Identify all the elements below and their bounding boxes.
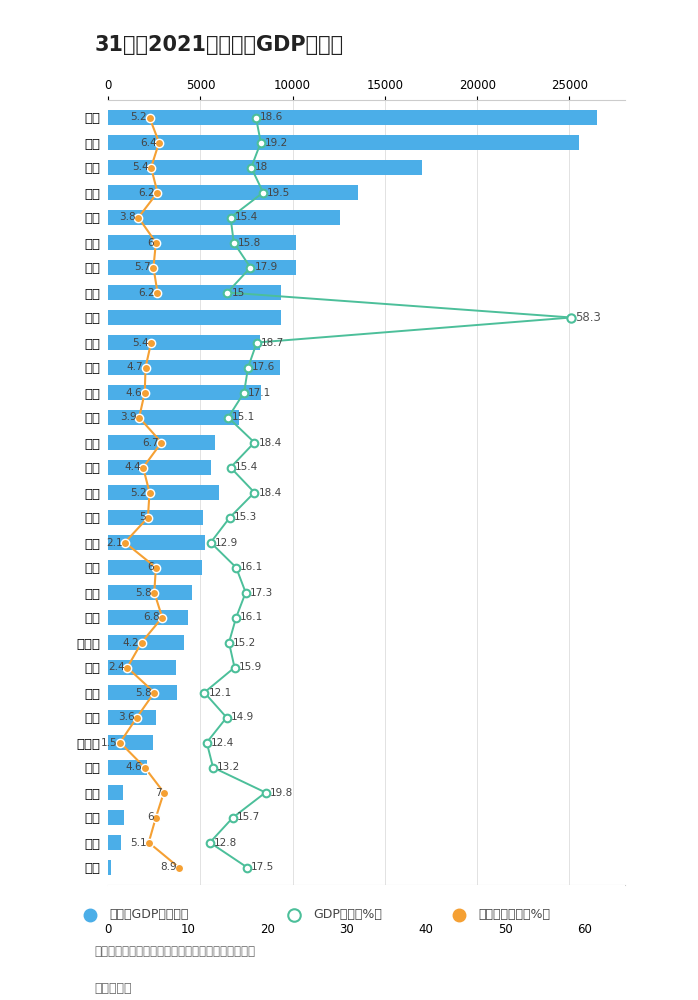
Text: GDP增速（%）: GDP增速（%） [313,908,382,922]
Text: 1.5: 1.5 [101,738,118,748]
Bar [108,710,156,725]
Text: 5.8: 5.8 [135,587,152,597]
Bar [108,485,219,500]
Bar [108,735,154,750]
Text: 5.4: 5.4 [132,162,149,172]
Text: 15.4: 15.4 [235,213,258,223]
Bar [108,110,597,125]
Text: 两年平均增速（%）: 两年平均增速（%） [479,908,551,922]
Text: 6.2: 6.2 [138,188,155,198]
Bar [108,560,202,575]
Bar [108,835,121,850]
Text: 18.7: 18.7 [261,338,284,348]
Bar [108,635,184,650]
Text: 3.9: 3.9 [120,412,137,422]
Text: 17.3: 17.3 [250,587,273,597]
Text: 15: 15 [231,288,244,298]
Text: 31省份2021年一季度GDP及增速: 31省份2021年一季度GDP及增速 [94,35,343,55]
Text: 6: 6 [147,562,154,572]
Text: 8.9: 8.9 [160,862,177,872]
Text: 4.2: 4.2 [123,638,139,648]
Text: 13.2: 13.2 [217,762,240,772]
Text: 15.4: 15.4 [235,462,258,473]
Text: 15.7: 15.7 [237,812,260,822]
Text: 一季度GDP（亿元）: 一季度GDP（亿元） [109,908,188,922]
Text: 数据来源：各地统计局（湖北两年平均增速未公布）: 数据来源：各地统计局（湖北两年平均增速未公布） [94,945,255,958]
Text: 19.2: 19.2 [265,137,288,147]
Text: 7: 7 [155,788,161,798]
Text: 6.8: 6.8 [143,612,160,622]
Bar [108,860,112,875]
Bar [108,660,177,675]
Bar [108,235,296,250]
Text: 17.1: 17.1 [248,387,272,397]
Bar [108,785,123,800]
Text: 5.7: 5.7 [135,262,151,272]
Text: 19.8: 19.8 [269,788,292,798]
Text: 12.8: 12.8 [214,838,237,848]
Text: 16.1: 16.1 [240,562,263,572]
Bar [108,410,239,425]
Text: 18.4: 18.4 [258,488,281,497]
Text: 17.5: 17.5 [251,862,274,872]
Text: 4.6: 4.6 [126,762,142,772]
Text: 17.9: 17.9 [254,262,278,272]
Text: 15.1: 15.1 [232,412,255,422]
Text: 12.4: 12.4 [211,738,234,748]
Text: 2.4: 2.4 [108,662,125,672]
Bar [108,460,211,475]
Text: 19.5: 19.5 [267,188,290,198]
Text: 5.2: 5.2 [131,488,147,497]
Text: 2.1: 2.1 [106,538,122,548]
Bar [108,335,260,350]
Text: 15.8: 15.8 [238,237,261,247]
Text: 18.6: 18.6 [260,112,283,122]
Bar [108,360,280,375]
Text: 5: 5 [139,512,146,522]
Text: 58.3: 58.3 [575,311,601,324]
Text: 6.4: 6.4 [140,137,156,147]
Bar [108,310,281,325]
Text: 5.4: 5.4 [132,338,149,348]
Bar [108,385,260,400]
Bar [108,510,203,525]
Bar [108,535,205,550]
Text: 6.7: 6.7 [142,438,159,448]
Bar [108,685,177,700]
Text: 15.2: 15.2 [233,638,256,648]
Text: 4.6: 4.6 [126,387,142,397]
Bar [108,285,281,300]
Text: 12.9: 12.9 [215,538,238,548]
Text: 6.2: 6.2 [138,288,155,298]
Text: 14.9: 14.9 [230,712,254,722]
Text: 6: 6 [147,237,154,247]
Text: 15.3: 15.3 [234,512,257,522]
Bar [108,435,215,450]
Text: 5.2: 5.2 [131,112,147,122]
Text: 18: 18 [255,162,269,172]
Bar [108,260,295,275]
Text: 15.9: 15.9 [239,662,262,672]
Text: 6: 6 [147,812,154,822]
Bar [108,160,422,175]
Text: 12.1: 12.1 [208,688,232,698]
Text: 5.8: 5.8 [135,688,152,698]
Text: 17.6: 17.6 [252,362,275,372]
Bar [108,210,340,225]
Bar [108,810,124,825]
Text: 3.6: 3.6 [118,712,135,722]
Text: 4.4: 4.4 [124,462,141,473]
Bar [108,185,357,200]
Text: 3.8: 3.8 [119,213,136,223]
Text: 城市进化论: 城市进化论 [94,982,132,995]
Text: 4.7: 4.7 [126,362,143,372]
Bar [108,610,188,625]
Text: 5.1: 5.1 [130,838,147,848]
Text: 16.1: 16.1 [240,612,263,622]
Text: 18.4: 18.4 [258,438,281,448]
Bar [108,760,147,775]
Bar [108,135,579,150]
Bar [108,585,193,600]
